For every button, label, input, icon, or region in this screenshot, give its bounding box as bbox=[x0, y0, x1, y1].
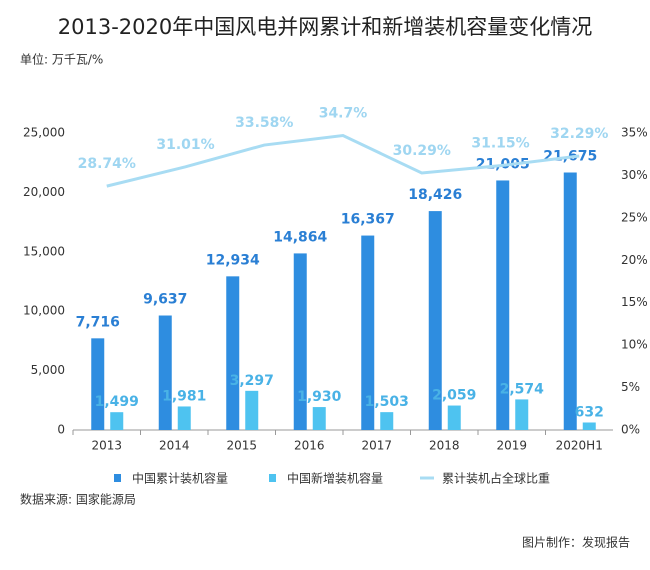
line-value-label: 31.01% bbox=[156, 137, 214, 153]
line bbox=[106, 134, 580, 188]
credit: 图片制作：发现报告 bbox=[522, 535, 630, 550]
line-value-label: 31.15% bbox=[471, 136, 529, 152]
x-tick-label: 2017 bbox=[361, 439, 392, 453]
bar-value-label: 632 bbox=[575, 404, 604, 420]
y2-tick-label: 0% bbox=[621, 423, 640, 437]
bar-value-label: 7,716 bbox=[76, 314, 120, 330]
bar bbox=[177, 406, 191, 430]
bar-value-label: 2,059 bbox=[432, 388, 476, 404]
bar bbox=[361, 235, 375, 430]
bar bbox=[110, 412, 124, 430]
legend-label: 中国新增装机容量 bbox=[287, 471, 383, 486]
x-tick-label: 2020H1 bbox=[556, 439, 603, 453]
x-tick-label: 2013 bbox=[91, 439, 122, 453]
bar bbox=[245, 390, 259, 430]
y-tick-label: 20,000 bbox=[23, 185, 65, 199]
bar-value-label: 12,934 bbox=[206, 252, 260, 268]
source: 数据来源: 国家能源局 bbox=[20, 492, 136, 507]
y2-tick-label: 30% bbox=[621, 168, 648, 182]
bar-value-label: 18,426 bbox=[408, 187, 462, 203]
y2-tick-label: 10% bbox=[621, 338, 648, 352]
bar bbox=[293, 253, 307, 430]
bar bbox=[312, 407, 326, 430]
x-tick-label: 2014 bbox=[159, 439, 190, 453]
bar bbox=[91, 338, 105, 430]
bar bbox=[380, 412, 394, 430]
y2-tick-label: 25% bbox=[621, 210, 648, 224]
bar bbox=[447, 405, 461, 430]
y2-tick-label: 20% bbox=[621, 253, 648, 267]
x-tick-label: 2019 bbox=[496, 439, 527, 453]
legend-label: 中国累计装机容量 bbox=[132, 471, 228, 486]
bar-value-label: 2,574 bbox=[500, 381, 545, 397]
y2-tick-label: 5% bbox=[621, 380, 640, 394]
bar-value-label: 16,367 bbox=[341, 212, 395, 228]
bar bbox=[428, 211, 442, 430]
y-tick-label: 5,000 bbox=[31, 363, 65, 377]
bar bbox=[496, 180, 510, 430]
line-value-label: 30.29% bbox=[393, 143, 451, 159]
bar bbox=[563, 172, 577, 430]
y2-tick-label: 35% bbox=[621, 126, 648, 140]
bar bbox=[226, 276, 240, 430]
y-tick-label: 0 bbox=[57, 423, 65, 437]
y-tick-label: 15,000 bbox=[23, 244, 65, 258]
line-value-label: 33.58% bbox=[235, 115, 293, 131]
bar-value-label: 9,637 bbox=[143, 292, 187, 308]
bar-value-label: 1,981 bbox=[162, 388, 206, 404]
legend-label: 累计装机占全球比重 bbox=[442, 471, 550, 486]
unit-label: 单位: 万千瓦/% bbox=[20, 52, 103, 67]
line-value-label: 32.29% bbox=[550, 126, 608, 142]
y-tick-label: 25,000 bbox=[23, 126, 65, 140]
chart-title: 2013-2020年中国风电并网累计和新增装机容量变化情况 bbox=[58, 15, 592, 39]
legend-swatch bbox=[269, 474, 276, 482]
bar-value-label: 3,297 bbox=[230, 373, 274, 389]
bar-value-label: 1,930 bbox=[297, 389, 342, 405]
bar-value-label: 1,499 bbox=[95, 394, 139, 410]
bar bbox=[158, 315, 172, 430]
x-tick-label: 2016 bbox=[294, 439, 325, 453]
y2-tick-label: 15% bbox=[621, 295, 648, 309]
legend-swatch bbox=[114, 474, 121, 482]
bar bbox=[582, 422, 596, 430]
bar-value-label: 14,864 bbox=[273, 229, 327, 245]
line-value-label: 28.74% bbox=[78, 156, 136, 172]
bar-value-label: 1,503 bbox=[365, 394, 409, 410]
bar bbox=[515, 399, 529, 430]
x-tick-label: 2018 bbox=[429, 439, 460, 453]
x-tick-label: 2015 bbox=[226, 439, 257, 453]
y-tick-label: 10,000 bbox=[23, 304, 65, 318]
line-value-label: 34.7% bbox=[319, 106, 368, 122]
